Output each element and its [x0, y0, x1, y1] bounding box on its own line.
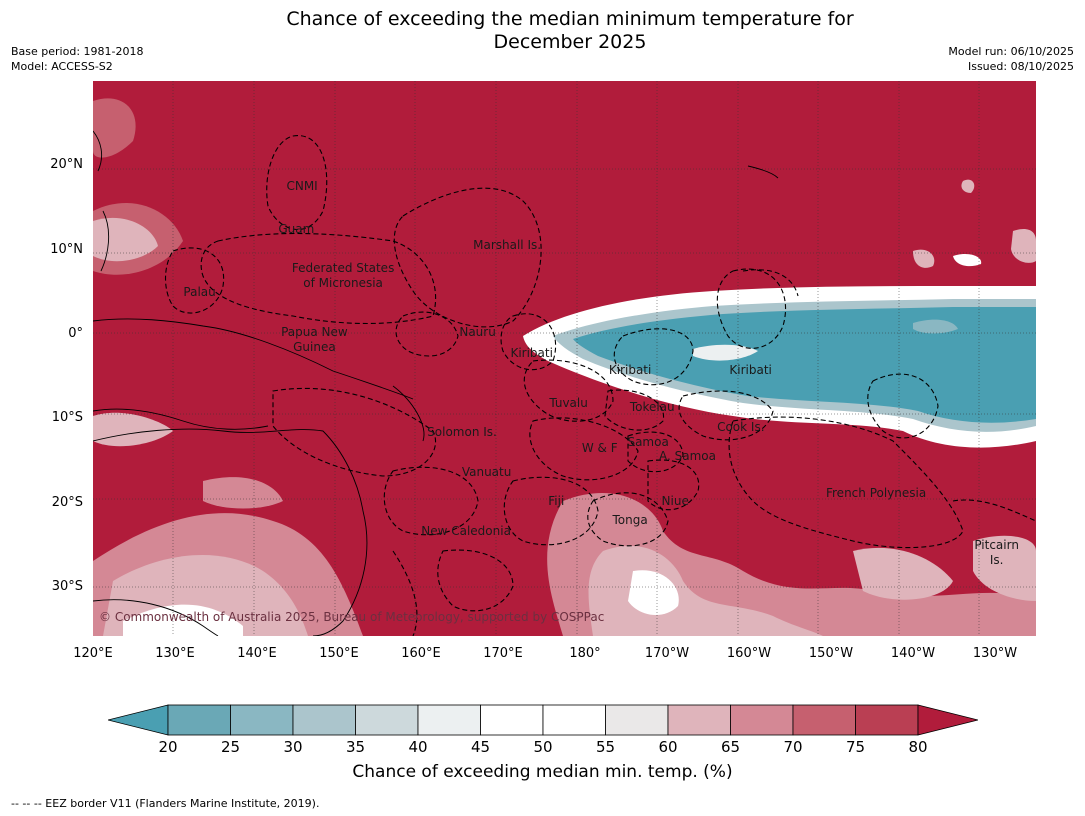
issued-text: Issued: 08/10/2025 — [967, 60, 1074, 73]
colorbar — [108, 704, 978, 736]
region-label: Vanuatu — [461, 465, 512, 480]
model-text: Model: ACCESS-S2 — [11, 60, 113, 73]
coastlines — [93, 130, 779, 636]
latitude-tick-label: 10°S — [51, 410, 83, 426]
region-label: Palau — [183, 284, 216, 299]
colorbar-cell — [355, 704, 419, 736]
region-label: Guinea — [293, 339, 336, 354]
longitude-tick-label: 150°W — [808, 646, 854, 661]
colorbar-cell — [292, 704, 356, 736]
latitude-tick-label: 0° — [68, 326, 83, 342]
region-label: New Caledonia — [421, 523, 511, 538]
map-title: Chance of exceeding the median minimum t… — [0, 8, 1085, 54]
region-label: of Micronesia — [303, 276, 383, 291]
colorbar-under-arrow — [108, 704, 169, 736]
region-label: Guam — [278, 221, 315, 236]
colorbar-cells — [108, 704, 978, 736]
colorbar-cell — [855, 704, 919, 736]
longitude-tick-label: 170°E — [483, 646, 523, 661]
equatorial-cool-tongue — [523, 253, 1036, 448]
region-label: Nauru — [459, 325, 496, 340]
region-label: Fiji — [548, 494, 565, 509]
region-label: Marshall Is. — [473, 238, 542, 253]
region-label: Kiribati — [729, 363, 772, 378]
colorbar-title: Chance of exceeding median min. temp. (%… — [352, 762, 733, 782]
longitude-tick-label: 170°W — [644, 646, 690, 661]
region-label: Solomon Is. — [427, 424, 497, 439]
colorbar-cell — [792, 704, 856, 736]
colorbar-tick-label: 30 — [283, 738, 303, 756]
longitude-tick-label: 130°E — [155, 646, 195, 661]
eez-footnote: -- -- -- EEZ border V11 (Flanders Marine… — [11, 797, 320, 810]
colorbar-tick-label: 20 — [158, 738, 178, 756]
colorbar-cell — [605, 704, 669, 736]
colorbar-cell — [730, 704, 794, 736]
colorbar-tick-label: 50 — [533, 738, 553, 756]
latitude-tick-label: 10°N — [50, 241, 83, 257]
colorbar-tick-label: 40 — [408, 738, 428, 756]
probability-map: CNMI Guam Marshall Is. Federated States of M… — [93, 81, 1036, 636]
latitude-tick-label: 20°S — [51, 494, 83, 510]
longitude-tick-label: 150°E — [319, 646, 359, 661]
southern-warm-patches — [93, 98, 1036, 636]
map-title-line1: Chance of exceeding the median minimum t… — [286, 8, 854, 30]
colorbar-cell — [167, 704, 231, 736]
map-shading — [93, 81, 1036, 636]
latitude-tick-label: 20°N — [50, 157, 83, 173]
region-label: French Polynesia — [825, 485, 927, 500]
colorbar-cell — [667, 704, 731, 736]
region-label: Niue — [661, 494, 689, 509]
colorbar-cell — [542, 704, 606, 736]
longitude-tick-label: 140°W — [890, 646, 936, 661]
colorbar-tick-label: 35 — [345, 738, 366, 756]
longitude-tick-label: 160°E — [401, 646, 441, 661]
colorbar-tick-label: 70 — [783, 738, 803, 756]
region-label: Kiribati — [510, 345, 553, 360]
longitude-tick-label: 160°W — [726, 646, 772, 661]
map-title-line2: December 2025 — [493, 31, 647, 53]
colorbar-cell — [417, 704, 481, 736]
colorbar-tick-label: 80 — [908, 738, 928, 756]
colorbar-tick-label: 55 — [595, 738, 616, 756]
model-run-text: Model run: 06/10/2025 — [948, 45, 1074, 58]
colorbar-cell — [480, 704, 544, 736]
region-label: CNMI — [286, 179, 318, 194]
region-label: Kiribati — [608, 363, 652, 378]
region-label: Tonga — [612, 512, 648, 527]
longitude-tick-label: 120°E — [73, 646, 113, 661]
region-label: Federated States — [291, 261, 395, 276]
region-label: Cook Is. — [717, 419, 765, 434]
latitude-tick-label: 30°S — [51, 579, 83, 595]
region-label: Papua New — [281, 324, 348, 339]
longitude-tick-label: 140°E — [237, 646, 277, 661]
copyright-notice: © Commonwealth of Australia 2025, Bureau… — [99, 610, 605, 624]
base-period-text: Base period: 1981-2018 — [11, 45, 144, 58]
longitude-tick-label: 130°W — [972, 646, 1018, 661]
region-label: Tokelau — [629, 399, 675, 414]
eez-borders — [164, 135, 1036, 636]
colorbar-tick-label: 75 — [845, 738, 866, 756]
colorbar-tick-label: 45 — [470, 738, 491, 756]
region-label: Samoa — [627, 435, 669, 449]
metadata-left: Base period: 1981-2018 Model: ACCESS-S2 — [11, 44, 143, 74]
colorbar-over-arrow — [917, 704, 978, 736]
region-label: Tuvalu — [549, 396, 588, 411]
region-label: Pitcairn — [974, 537, 1019, 552]
metadata-right: Model run: 06/10/2025 Issued: 08/10/2025 — [948, 44, 1074, 74]
colorbar-tick-label: 60 — [658, 738, 678, 756]
colorbar-cell — [230, 704, 294, 736]
graticule — [93, 81, 1036, 636]
colorbar-tick-label: 25 — [220, 738, 241, 756]
region-label: W & F — [581, 440, 618, 455]
region-label: A. Samoa — [659, 449, 716, 464]
longitude-tick-label: 180° — [569, 646, 601, 661]
colorbar-tick-label: 65 — [720, 738, 741, 756]
region-label: Is. — [989, 553, 1004, 568]
